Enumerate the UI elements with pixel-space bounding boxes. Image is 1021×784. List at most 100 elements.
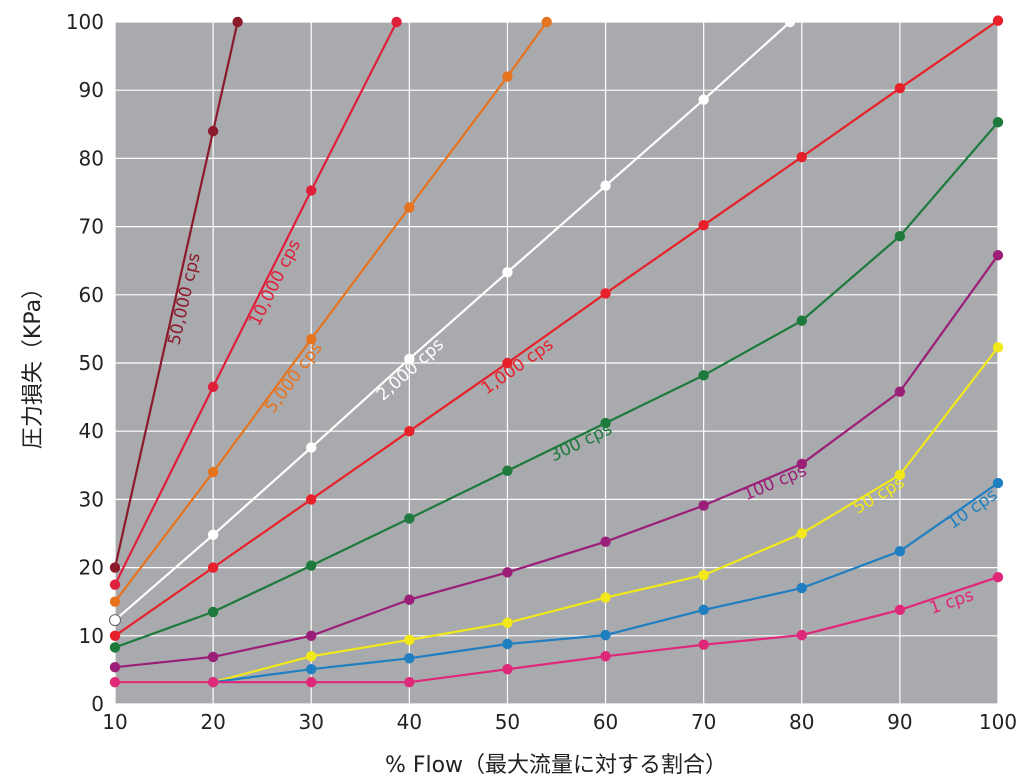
x-tick-label: 40 (397, 710, 422, 734)
data-point (207, 676, 219, 688)
data-point (796, 582, 807, 594)
y-tick-label: 30 (79, 487, 104, 511)
data-point (306, 630, 317, 641)
data-point (404, 353, 415, 365)
data-point (698, 220, 709, 231)
data-point (992, 477, 1004, 489)
data-point (207, 529, 219, 541)
data-point (207, 381, 219, 393)
data-point (796, 458, 807, 470)
y-tick-label: 40 (79, 419, 104, 443)
data-point (796, 528, 807, 539)
data-point (796, 629, 807, 641)
data-point (541, 16, 552, 28)
x-tick-label: 90 (887, 710, 912, 734)
x-axis-title: % Flow（最大流量に対する割合） (385, 753, 727, 778)
data-point (992, 15, 1004, 26)
data-point (306, 333, 317, 345)
data-point (207, 125, 219, 137)
x-tick-label: 60 (593, 710, 618, 734)
x-tick-label: 80 (789, 710, 814, 734)
data-point (404, 634, 415, 646)
data-point (404, 676, 415, 688)
data-point (502, 71, 513, 82)
data-point (306, 442, 317, 453)
data-point (207, 606, 219, 618)
data-point (404, 653, 415, 664)
data-point (698, 500, 709, 511)
data-point (894, 230, 906, 242)
data-point (894, 604, 906, 616)
data-point (404, 426, 415, 437)
data-point (600, 651, 611, 662)
data-point (894, 386, 906, 397)
data-point (306, 494, 317, 505)
y-tick-label: 70 (79, 215, 104, 239)
series-line (114, 21, 791, 621)
series-lines (109, 15, 1004, 688)
y-tick-label: 20 (79, 556, 104, 580)
data-point (306, 651, 317, 662)
data-point (796, 151, 807, 163)
data-point (404, 513, 415, 524)
series-line (114, 21, 548, 603)
y-tick-label: 100 (66, 10, 104, 34)
series-line (114, 21, 398, 586)
series-line (115, 346, 999, 684)
data-point (207, 562, 219, 573)
series-line (115, 576, 999, 684)
data-point (698, 94, 709, 105)
data-point (600, 592, 611, 603)
x-tick-label: 100 (979, 710, 1017, 734)
data-point (894, 546, 906, 557)
data-point (109, 642, 121, 653)
data-point (232, 16, 243, 28)
x-tick-label: 20 (200, 710, 225, 734)
y-tick-label: 0 (91, 692, 104, 716)
x-tick-label: 30 (298, 710, 323, 734)
data-point (404, 594, 415, 605)
data-point (109, 630, 121, 641)
data-point (404, 202, 415, 213)
data-point (207, 651, 219, 663)
y-tick-label: 80 (79, 146, 104, 170)
data-point (992, 117, 1004, 128)
data-point (306, 676, 317, 688)
data-point (698, 569, 709, 581)
data-point (306, 560, 317, 571)
series-line (114, 121, 999, 649)
data-point (698, 370, 709, 381)
y-tick-label: 10 (79, 624, 104, 648)
x-tick-label: 50 (495, 710, 520, 734)
data-point (502, 664, 513, 675)
data-point (109, 579, 121, 590)
y-tick-label: 60 (79, 283, 104, 307)
data-point (502, 567, 513, 578)
data-point (600, 536, 611, 547)
data-point (109, 596, 121, 607)
data-point (992, 571, 1004, 583)
data-point (600, 629, 611, 641)
data-point (698, 639, 709, 650)
data-point (894, 469, 906, 481)
series-line (114, 254, 999, 669)
y-axis-title: 圧力損失（KPa） (21, 277, 46, 449)
data-point (306, 664, 317, 675)
data-point (992, 250, 1004, 261)
data-point (698, 604, 709, 616)
data-point (992, 342, 1004, 353)
x-tick-label: 70 (691, 710, 716, 734)
data-point (502, 357, 513, 369)
axis-ticks: 10 20 30 40 50 60 70 80 90 1000102030405060708090… (66, 10, 1017, 734)
data-point (600, 417, 611, 429)
data-point (109, 562, 121, 573)
data-point (207, 466, 219, 478)
grid-lines (114, 21, 999, 705)
data-point (600, 180, 611, 191)
data-point (391, 16, 402, 28)
data-point (306, 185, 317, 196)
data-point (502, 465, 513, 476)
data-point (600, 288, 611, 299)
data-point (109, 676, 121, 688)
